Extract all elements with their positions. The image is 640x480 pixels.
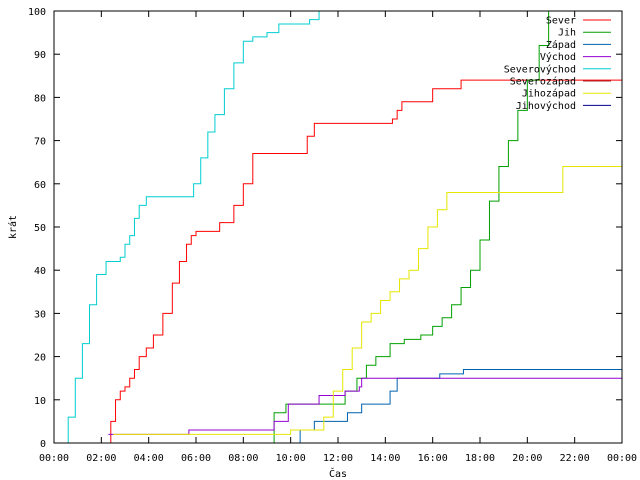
x-tick-label: 10:00 <box>276 453 306 464</box>
x-tick-label: 12:00 <box>323 453 353 464</box>
legend-label-severozapad: Severozápad <box>510 76 576 88</box>
ticks-layer: 00:00 02:00 04:00 06:00 08:00 10:00 12:00 14:00… <box>28 7 637 464</box>
x-tick-label: 08:00 <box>228 453 258 464</box>
legend-label-sever: Sever <box>546 16 576 27</box>
x-tick-label: 18:00 <box>465 453 495 464</box>
y-tick-label: 60 <box>34 180 46 191</box>
x-tick-label: 22:00 <box>560 453 590 464</box>
legend-label-severovychod: Severovýchod <box>504 63 576 75</box>
y-tick-label: 40 <box>34 266 46 277</box>
x-tick-label: 00:00 <box>607 453 637 464</box>
series-line-severovychod <box>61 10 324 444</box>
series-line-sever <box>106 79 622 444</box>
legend-label-vychod: Východ <box>540 51 576 63</box>
x-tick-label: 16:00 <box>418 453 448 464</box>
x-axis-title: Čas <box>329 467 347 480</box>
legend-label-jih: Jih <box>558 28 576 39</box>
legend: SeverJihZápadVýchodSeverovýchodSeverozáp… <box>504 16 611 112</box>
series-layer <box>54 10 622 444</box>
y-tick-label: 90 <box>34 50 46 61</box>
legend-label-jihozapad: Jihozápad <box>522 88 576 100</box>
y-tick-label: 30 <box>34 309 46 320</box>
y-tick-label: 100 <box>28 7 46 18</box>
x-tick-label: 20:00 <box>512 453 542 464</box>
x-tick-label: 04:00 <box>134 453 164 464</box>
x-tick-label: 00:00 <box>39 453 69 464</box>
x-tick-label: 02:00 <box>86 453 116 464</box>
y-tick-label: 80 <box>34 93 46 104</box>
y-tick-label: 70 <box>34 137 46 148</box>
y-tick-label: 0 <box>40 439 46 450</box>
series-line-jihozapad <box>113 166 622 435</box>
series-line-vychod <box>108 377 622 435</box>
x-tick-label: 06:00 <box>181 453 211 464</box>
legend-label-jihovychod: Jihovýchod <box>516 100 576 112</box>
x-tick-label: 14:00 <box>370 453 400 464</box>
y-tick-label: 20 <box>34 353 46 364</box>
legend-label-zapad: Západ <box>546 39 576 51</box>
y-tick-label: 10 <box>34 396 46 407</box>
y-tick-label: 50 <box>34 223 46 234</box>
y-axis-title: krát <box>7 215 19 239</box>
